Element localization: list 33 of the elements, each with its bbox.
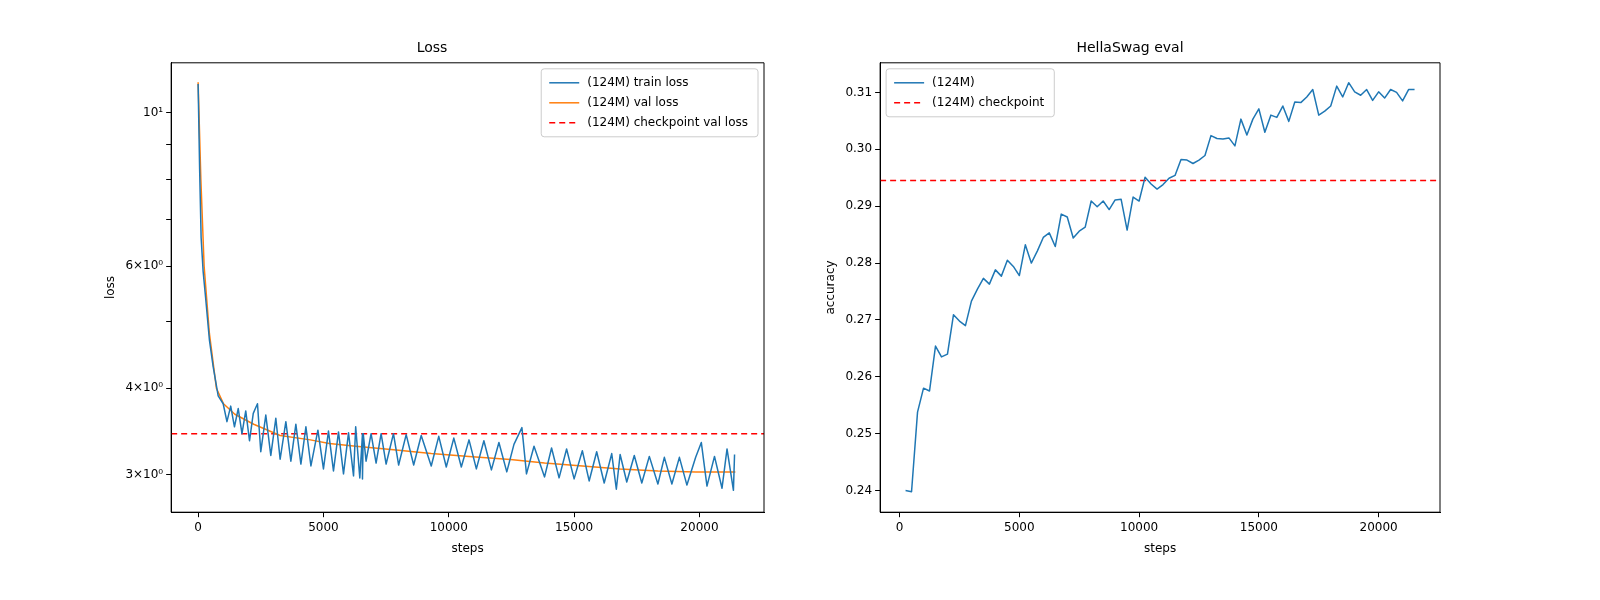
x-tick-label: 15000 — [1239, 519, 1278, 534]
y-tick-label: 4×10⁰ — [125, 380, 164, 395]
y-tick-label: 0.25 — [845, 425, 873, 440]
chart-title: HellaSwag eval — [1076, 39, 1184, 56]
y-tick-label: 0.27 — [845, 312, 873, 327]
legend-label: (124M) train loss — [587, 74, 689, 89]
x-tick-label: 5000 — [308, 519, 339, 534]
y-tick-label: 6×10⁰ — [125, 258, 164, 273]
x-tick-label: 0 — [895, 519, 904, 534]
y-tick-label: 3×10⁰ — [125, 467, 164, 481]
y-tick-label: 10¹ — [143, 104, 164, 119]
x-axis-title: steps — [451, 540, 484, 555]
y-axis-title: loss — [103, 275, 118, 300]
legend-label: (124M) checkpoint — [932, 94, 1045, 109]
x-tick-label: 20000 — [680, 519, 719, 534]
x-tick-label: 10000 — [429, 519, 468, 534]
y-tick-label: 0.28 — [845, 255, 873, 270]
x-tick-label: 5000 — [1004, 519, 1035, 534]
y-tick-label: 0.26 — [845, 368, 873, 383]
x-tick-label: 10000 — [1120, 519, 1159, 534]
chart-title: Loss — [416, 39, 448, 56]
legend-label: (124M) — [932, 74, 975, 89]
x-tick-label: 20000 — [1359, 519, 1398, 534]
legend-label: (124M) checkpoint val loss — [587, 114, 749, 129]
x-tick-label: 15000 — [555, 519, 594, 534]
legend-label: (124M) val loss — [587, 94, 679, 109]
y-tick-label: 0.24 — [845, 482, 873, 497]
y-tick-label: 0.29 — [845, 198, 873, 213]
y-tick-label: 0.31 — [845, 84, 873, 99]
x-axis-title: steps — [1143, 540, 1177, 555]
y-tick-label: 0.30 — [845, 141, 873, 156]
y-axis-title: accuracy — [823, 260, 838, 315]
x-tick-label: 0 — [194, 519, 202, 534]
